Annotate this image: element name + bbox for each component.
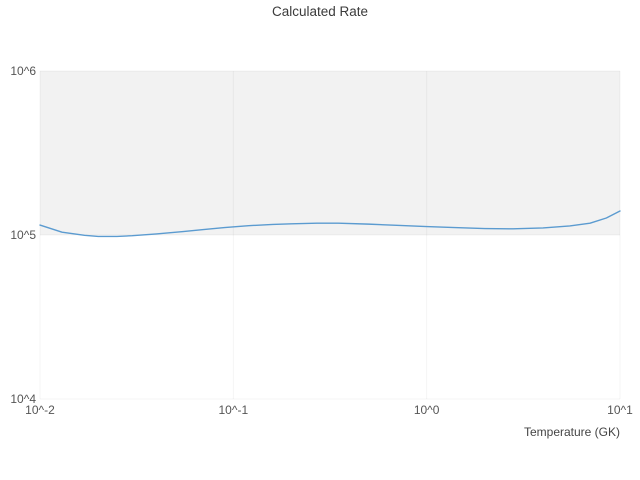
x-tick-label: 10^0 xyxy=(414,403,440,417)
y-tick-label: 10^5 xyxy=(10,228,36,242)
grid-band xyxy=(40,71,620,235)
rate-line xyxy=(39,210,621,238)
x-axis-title: Temperature (GK) xyxy=(523,425,620,439)
x-tick-label: 10^-1 xyxy=(219,403,249,417)
y-tick-label: 10^6 xyxy=(10,64,36,78)
y-tick-label: 10^4 xyxy=(10,392,36,406)
chart-title: Calculated Rate xyxy=(271,4,369,19)
x-tick-label: 10^-2 xyxy=(25,403,55,417)
x-tick-label: 10^1 xyxy=(607,403,633,417)
